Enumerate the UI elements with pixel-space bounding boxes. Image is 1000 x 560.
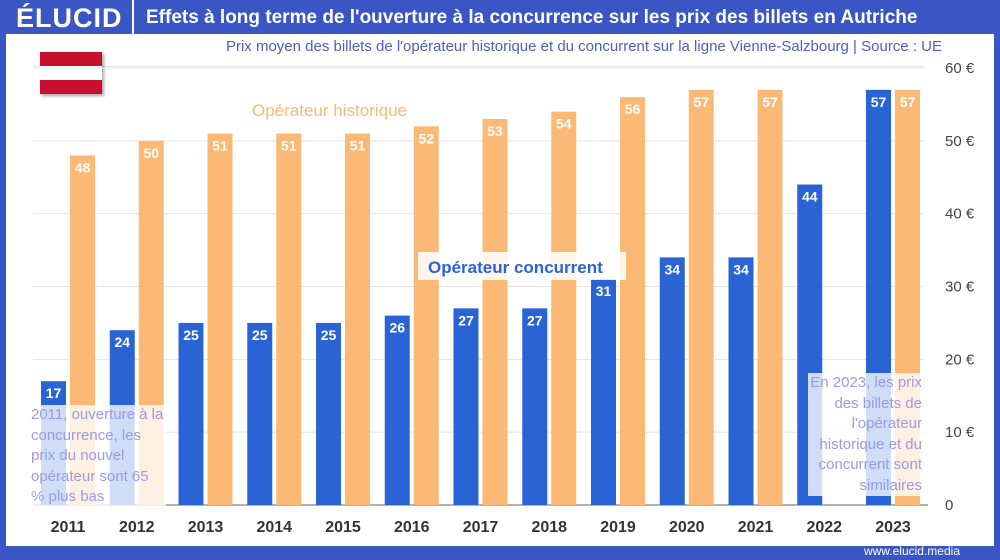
elucid-logo: ÉLUCID [16, 3, 123, 33]
x-tick-label: 2011 [51, 519, 86, 536]
bar-concurrent [591, 279, 616, 505]
bar-concurrent [453, 308, 479, 505]
annotation-2011: 2011, ouverture à la concurrence, les pr… [31, 405, 166, 508]
x-tick-label: 2012 [119, 519, 155, 536]
legend-concurrent-bg [418, 252, 626, 280]
austria-flag-icon [40, 52, 102, 94]
bar-value-label: 48 [75, 159, 91, 175]
bar-value-label: 25 [321, 327, 337, 343]
subtitle-divider [33, 66, 923, 67]
bar-historique [413, 126, 439, 506]
bar-historique [207, 133, 233, 506]
bar-value-label: 52 [418, 130, 434, 146]
y-tick-label: 20 € [945, 351, 975, 368]
x-tick-label: 2022 [806, 519, 842, 536]
header-divider [132, 0, 134, 34]
bar-value-label: 57 [693, 94, 709, 110]
bar-value-label: 25 [183, 327, 199, 343]
x-tick-label: 2017 [463, 519, 499, 536]
legend-historique: Opérateur historique [252, 101, 407, 120]
x-tick-label: 2021 [738, 519, 774, 536]
bar-value-label: 24 [114, 334, 130, 350]
flag-stripe-bottom [40, 80, 102, 94]
bar-value-label: 31 [596, 283, 612, 299]
bar-value-label: 57 [871, 94, 887, 110]
x-tick-label: 2015 [325, 519, 361, 536]
bar-value-label: 34 [664, 261, 680, 277]
bar-historique [276, 133, 302, 506]
bar-historique [345, 133, 370, 506]
bar-value-label: 57 [762, 94, 778, 110]
bar-historique [688, 89, 714, 505]
chart-title: Effets à long terme de l'ouverture à la … [146, 7, 918, 28]
bar-value-label: 51 [281, 138, 297, 154]
bar-concurrent [384, 315, 410, 505]
annotation-2023: En 2023, les prix des billets de l'opéra… [808, 373, 922, 496]
y-tick-label: 60 € [945, 60, 975, 77]
x-tick-label: 2019 [600, 519, 636, 536]
x-tick-label: 2013 [188, 519, 224, 536]
bar-historique [551, 111, 577, 505]
bar-value-label: 50 [143, 145, 159, 161]
x-tick-label: 2014 [256, 519, 292, 536]
x-tick-label: 2023 [875, 519, 911, 536]
bar-concurrent [247, 322, 273, 505]
flag-stripe-middle [40, 66, 102, 80]
bar-value-label: 34 [733, 261, 749, 277]
bar-value-label: 27 [527, 312, 543, 328]
bar-concurrent [522, 308, 548, 505]
bar-concurrent [728, 257, 754, 505]
bar-value-label: 51 [350, 138, 366, 154]
x-tick-label: 2016 [394, 519, 430, 536]
y-tick-label: 0 [945, 497, 953, 514]
y-tick-label: 40 € [945, 206, 975, 223]
bar-value-label: 17 [46, 385, 62, 401]
bar-historique [620, 97, 645, 505]
bar-historique [757, 89, 783, 505]
bar-historique [482, 118, 508, 505]
bar-value-label: 26 [389, 320, 405, 336]
footer-url: www.elucid.media [863, 544, 960, 558]
bar-value-label: 51 [212, 138, 228, 154]
legend-concurrent: Opérateur concurrent [428, 258, 603, 277]
x-tick-label: 2020 [669, 519, 705, 536]
chart-subtitle: Prix moyen des billets de l'opérateur hi… [225, 38, 942, 55]
bar-value-label: 57 [900, 94, 916, 110]
bar-value-label: 25 [252, 327, 268, 343]
bar-concurrent [659, 257, 685, 505]
x-tick-label: 2018 [531, 519, 567, 536]
bar-value-label: 44 [802, 189, 818, 205]
bar-concurrent [316, 322, 341, 505]
flag-stripe-top [40, 52, 102, 66]
bar-value-label: 27 [458, 312, 474, 328]
y-tick-label: 50 € [945, 133, 975, 150]
header-bar: ÉLUCID Effets à long terme de l'ouvertur… [0, 0, 1000, 34]
bar-value-label: 53 [487, 123, 503, 139]
y-tick-label: 30 € [945, 279, 975, 296]
bar-value-label: 56 [625, 101, 641, 117]
y-tick-label: 10 € [945, 424, 975, 441]
bar-concurrent [178, 322, 204, 505]
bar-value-label: 54 [556, 116, 572, 132]
